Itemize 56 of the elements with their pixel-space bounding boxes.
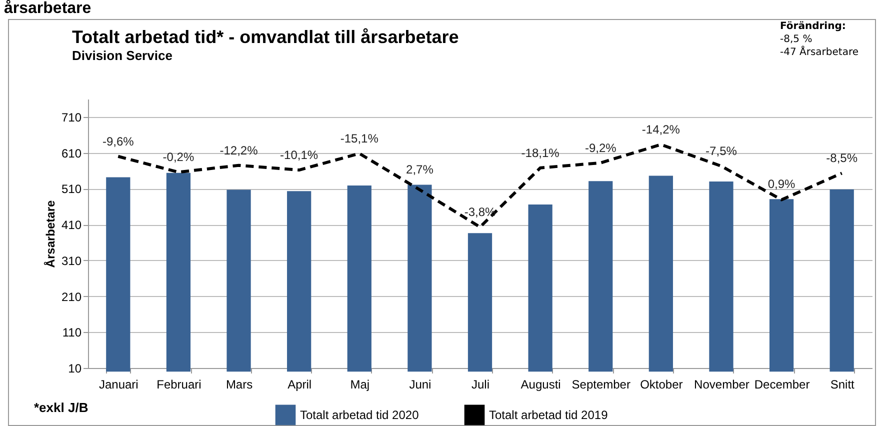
bar [347,185,372,372]
bar [528,204,552,372]
y-tick-label: 310 [61,254,82,268]
y-tick-label: 710 [61,110,82,124]
y-axis-title: Årsarbetare [43,200,58,268]
bar [226,190,251,372]
x-tick-label: Februari [156,378,202,392]
x-tick-label: Snitt [830,378,856,392]
x-tick-label: Oktober [640,378,683,392]
y-tick-label: 210 [61,290,82,304]
text: årsarbetare [4,0,92,18]
bar [709,181,734,372]
annotation: -0,2% [162,150,194,164]
x-tick-label: Maj [350,378,370,392]
y-tick-label: 10 [68,362,82,376]
chart-title: Totalt arbetad tid* - omvandlat till årsarbetare [72,27,459,47]
y-tick-label: 510 [61,182,82,196]
annotation: -7,5% [706,144,738,158]
bar [408,184,432,372]
annotation: -14,2% [642,122,680,137]
annotation: -9,2% [584,140,617,155]
legend-label: Totalt arbetad tid 2020 [300,408,420,422]
annotation: -18,1% [521,146,560,160]
bar [106,177,130,372]
legend-label: Totalt arbetad tid 2019 [489,408,608,422]
x-tick-label: Mars [226,378,253,392]
bar [830,189,854,372]
annotation: -10,1% [280,148,318,162]
annotation: -8,5% [826,151,858,166]
x-tick-label: December [754,378,810,392]
bar [287,191,312,372]
bar [468,233,492,372]
y-tick-label: 610 [61,146,82,160]
x-tick-label: Augusti [520,378,561,392]
x-tick-label: Juni [409,378,432,392]
x-tick-label: Juli [471,378,490,392]
annotation: -15,1% [340,132,379,146]
text: -8,5 % [780,33,814,46]
x-tick-label: Januari [98,378,138,392]
annotation: -12,2% [220,143,258,158]
text: -47 Årsarbetare [780,46,859,59]
annotation: 2,7% [406,162,434,177]
bar [769,199,794,372]
x-tick-label: September [572,378,630,392]
annotation: -9,6% [102,134,134,148]
chart-subtitle: Division Service [72,48,172,63]
text: *exkl J/B [34,400,88,415]
annotation: 0,9% [768,177,796,192]
y-tick-label: 410 [61,218,82,232]
text: Förändring: [780,20,847,33]
x-tick-label: November [694,378,750,392]
bar [166,172,191,372]
y-tick-label: 110 [62,326,82,340]
bar [588,181,613,372]
bar [648,176,673,372]
x-tick-label: April [288,378,312,392]
